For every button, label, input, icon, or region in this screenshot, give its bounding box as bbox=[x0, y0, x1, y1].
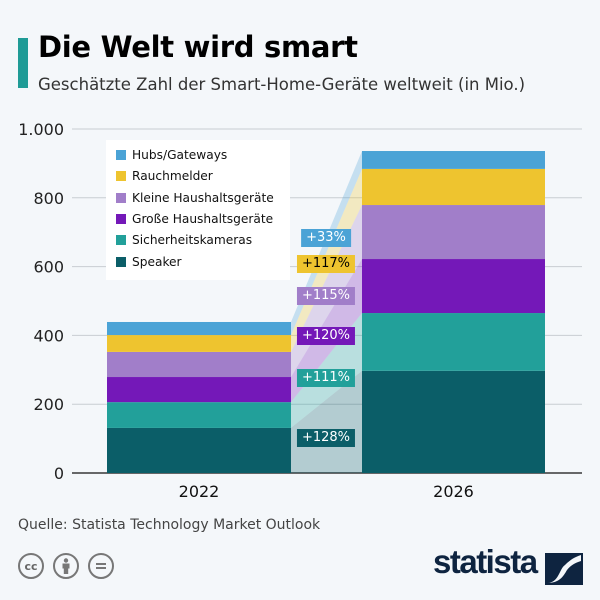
chart-subtitle: Geschätzte Zahl der Smart-Home-Geräte we… bbox=[38, 75, 526, 94]
y-tick-label: 0 bbox=[54, 464, 64, 483]
y-tick-label: 600 bbox=[33, 258, 64, 277]
bar-segment bbox=[362, 370, 545, 473]
bar-segment bbox=[107, 377, 291, 403]
legend-item: Sicherheitskameras bbox=[116, 230, 252, 250]
x-tick-label: 2026 bbox=[433, 482, 474, 501]
growth-label: +120% bbox=[296, 327, 356, 345]
nd-icon bbox=[88, 553, 114, 579]
bar-segment bbox=[362, 151, 545, 169]
statista-logo-mark-icon bbox=[545, 553, 583, 585]
bar-segment bbox=[107, 335, 291, 352]
y-tick-label: 800 bbox=[33, 189, 64, 208]
legend-label: Speaker bbox=[132, 254, 182, 269]
bar-segment bbox=[107, 402, 291, 428]
legend-swatch bbox=[116, 213, 126, 224]
y-tick-label: 200 bbox=[33, 395, 64, 414]
y-tick-label: 1.000 bbox=[18, 120, 64, 139]
legend-swatch bbox=[116, 235, 126, 246]
legend-label: Sicherheitskameras bbox=[132, 233, 253, 248]
growth-label: +111% bbox=[296, 369, 356, 387]
legend-swatch bbox=[116, 256, 126, 267]
source-note: Quelle: Statista Technology Market Outlo… bbox=[18, 517, 321, 533]
bar-segment bbox=[362, 205, 545, 260]
legend-item: Speaker bbox=[116, 252, 182, 272]
x-tick-label: 2022 bbox=[179, 482, 220, 501]
legend-swatch bbox=[116, 192, 126, 203]
bar-segment bbox=[362, 313, 545, 371]
y-tick-label: 400 bbox=[33, 326, 64, 345]
legend-label: Kleine Haushaltsgeräte bbox=[132, 190, 274, 205]
growth-label: +128% bbox=[296, 429, 356, 447]
legend-item: Kleine Haushaltsgeräte bbox=[116, 188, 274, 208]
growth-band bbox=[291, 370, 362, 473]
legend-item: Große Haushaltsgeräte bbox=[116, 209, 273, 229]
chart-title: Die Welt wird smart bbox=[38, 30, 358, 64]
by-icon bbox=[53, 553, 79, 579]
bar-segment bbox=[107, 321, 291, 336]
legend-label: Hubs/Gateways bbox=[132, 148, 228, 162]
bar-segment bbox=[107, 427, 291, 473]
title-accent-bar bbox=[18, 38, 28, 88]
growth-label: +117% bbox=[296, 255, 356, 273]
growth-label: +33% bbox=[301, 229, 351, 247]
legend-swatch bbox=[116, 150, 126, 160]
legend-label: Große Haushaltsgeräte bbox=[132, 211, 274, 226]
legend-label: Rauchmelder bbox=[132, 169, 213, 184]
statista-logo: statista bbox=[433, 543, 538, 580]
growth-label: +115% bbox=[296, 287, 356, 305]
bar-segment bbox=[107, 351, 291, 378]
legend-swatch bbox=[116, 171, 126, 182]
legend-item: Hubs/Gateways bbox=[116, 145, 227, 165]
cc-icon: cc bbox=[18, 553, 44, 579]
bar-segment bbox=[362, 259, 545, 314]
legend-item: Rauchmelder bbox=[116, 166, 213, 186]
bar-segment bbox=[362, 168, 545, 206]
legend: Hubs/Gateways Rauchmelder Kleine Haushalts… bbox=[106, 140, 290, 280]
